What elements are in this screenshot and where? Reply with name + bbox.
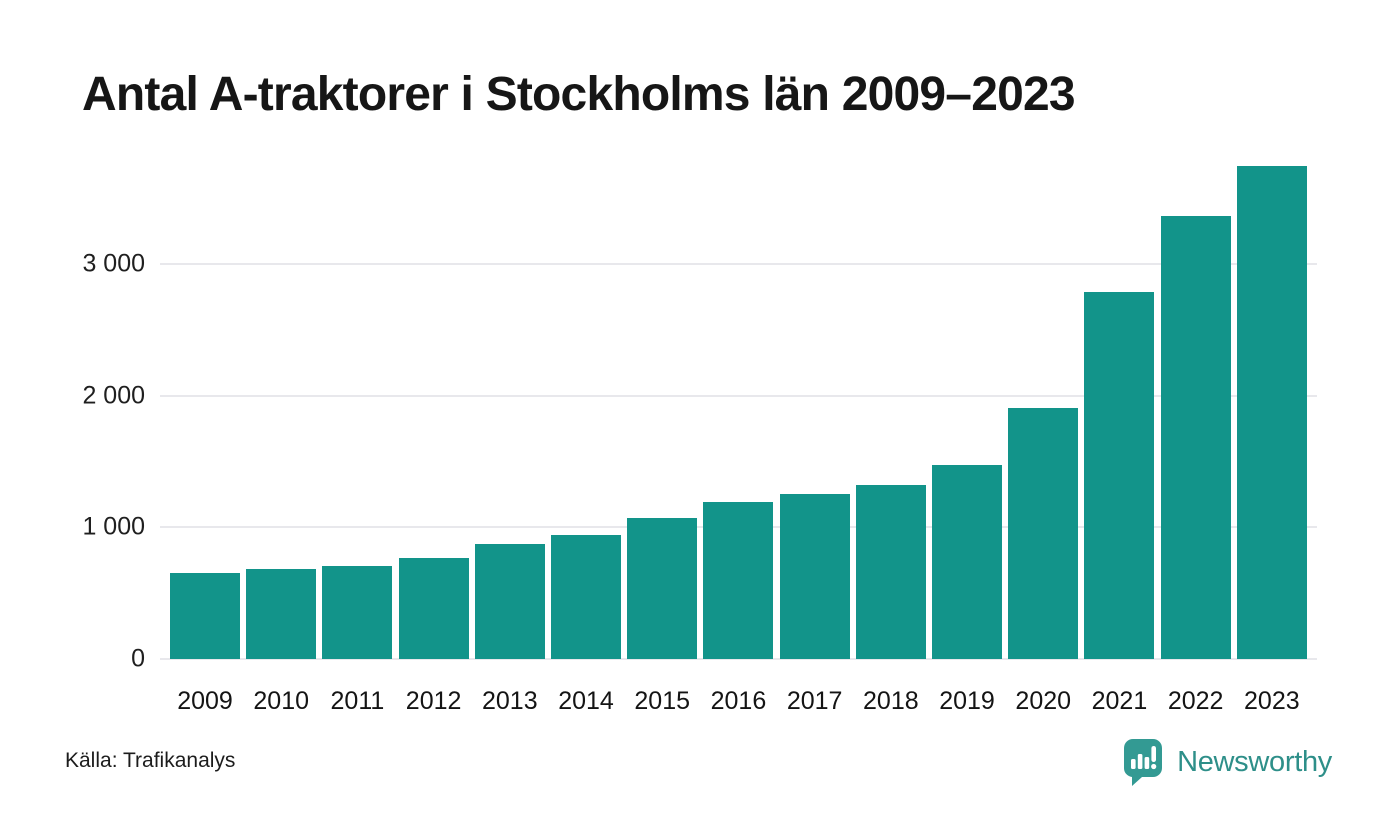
- x-tick-label-2014: 2014: [558, 687, 614, 715]
- x-tick-label-2010: 2010: [253, 687, 310, 715]
- bar-2022: [1160, 216, 1231, 659]
- chart-title: Antal A-traktorer i Stockholms län 2009–…: [82, 68, 1076, 121]
- x-tick-label-2016: 2016: [710, 687, 767, 715]
- bar-2020: [1008, 408, 1079, 659]
- y-tick-label-1000: 1 000: [82, 512, 145, 541]
- x-tick-label-2012: 2012: [405, 687, 462, 715]
- newsworthy-bubble-chart-icon: [1124, 739, 1163, 786]
- newsworthy-logo-text: Newsworthy: [1177, 745, 1332, 778]
- source-caption: Källa: Trafikanalys: [65, 749, 236, 772]
- x-tick-label-2013: 2013: [482, 687, 538, 715]
- x-tick-label-2019: 2019: [939, 687, 995, 715]
- bar-2023: [1236, 166, 1307, 659]
- x-tick-label-2020: 2020: [1015, 687, 1072, 715]
- bar-2016: [703, 502, 774, 659]
- x-tick-label-2011: 2011: [330, 687, 385, 715]
- bar-2021: [1084, 291, 1155, 659]
- bar-2010: [246, 568, 317, 659]
- bar-2012: [398, 558, 469, 659]
- bar-2018: [855, 484, 926, 659]
- x-tick-label-2017: 2017: [786, 687, 843, 715]
- bar-2011: [322, 566, 393, 659]
- bar-2009: [170, 572, 240, 659]
- bar-chart: 0 1 000 2 000 3 000 2009 2010 2011 2012 2013 201…: [82, 165, 1317, 714]
- newsworthy-logo[interactable]: Newsworthy: [1123, 738, 1332, 786]
- gridline-3000: [160, 262, 1317, 265]
- bar-2013: [474, 544, 545, 659]
- y-tick-label-2000: 2 000: [82, 381, 145, 410]
- gridline-2000: [160, 394, 1317, 397]
- x-tick-label-2022: 2022: [1167, 687, 1224, 715]
- y-tick-label-0: 0: [131, 644, 145, 673]
- x-tick-label-2023: 2023: [1244, 687, 1300, 715]
- bars-layer: [160, 165, 1317, 659]
- gridline-0: [160, 658, 1317, 660]
- bar-2017: [779, 494, 850, 659]
- y-tick-label-3000: 3 000: [82, 249, 145, 278]
- x-tick-label-2021: 2021: [1091, 687, 1148, 715]
- bar-2014: [551, 535, 622, 659]
- x-axis-labels: 2009 2010 2011 2012 2013 2014 2015 2016 2017 2018…: [160, 689, 1317, 714]
- bar-2019: [932, 465, 1003, 659]
- bar-2015: [627, 518, 698, 659]
- x-tick-label-2018: 2018: [863, 687, 919, 715]
- x-tick-label-2015: 2015: [634, 687, 691, 715]
- x-tick-label-2009: 2009: [177, 687, 233, 715]
